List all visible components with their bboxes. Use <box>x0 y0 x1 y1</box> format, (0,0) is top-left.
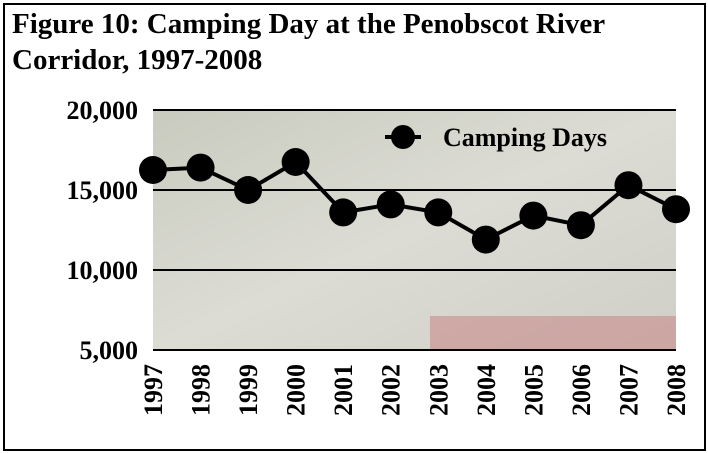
y-tick-label: 10,000 <box>67 256 139 285</box>
x-tick-label: 2002 <box>377 364 406 416</box>
x-tick-label: 1997 <box>139 364 168 416</box>
x-tick-label: 2000 <box>282 364 311 416</box>
y-tick-label: 15,000 <box>67 176 139 205</box>
x-tick-label: 2006 <box>567 364 596 416</box>
data-point <box>567 211 595 239</box>
data-point <box>329 198 357 226</box>
canoe <box>430 316 676 350</box>
data-point <box>377 190 405 218</box>
data-point <box>139 156 167 184</box>
x-tick-label: 2004 <box>472 364 501 416</box>
legend-marker <box>391 125 415 149</box>
x-tick-label: 2003 <box>424 364 453 416</box>
data-point <box>282 148 310 176</box>
data-point <box>614 171 642 199</box>
x-tick-label: 2007 <box>614 364 643 416</box>
data-point <box>234 176 262 204</box>
x-tick-label: 2005 <box>519 364 548 416</box>
y-tick-label: 5,000 <box>80 336 139 365</box>
data-point <box>424 198 452 226</box>
data-point <box>187 154 215 182</box>
x-tick-label: 1999 <box>234 364 263 416</box>
data-point <box>662 195 690 223</box>
legend-label: Camping Days <box>443 123 607 152</box>
x-tick-label: 1998 <box>187 364 216 416</box>
data-point <box>519 202 547 230</box>
y-tick-label: 20,000 <box>67 96 139 125</box>
x-tick-label: 2001 <box>329 364 358 416</box>
x-tick-label: 2008 <box>662 364 691 416</box>
chart: 5,000 10,000 15,000 20,000 1997 1998 1999 2000 2… <box>0 0 708 453</box>
data-point <box>472 226 500 254</box>
